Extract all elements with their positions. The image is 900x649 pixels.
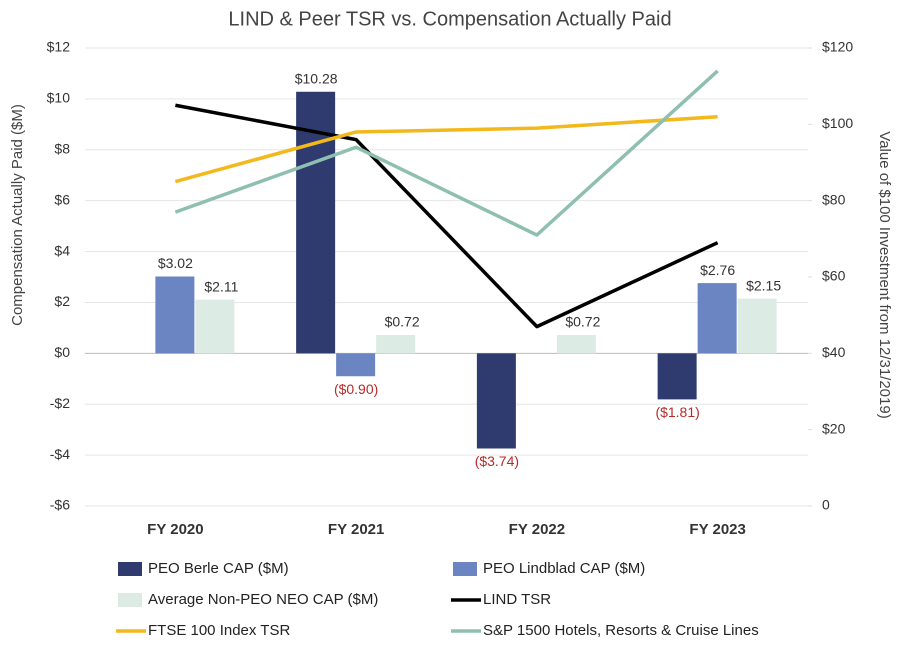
legend-swatch: [453, 562, 477, 576]
y-tick-label: -$6: [50, 497, 70, 513]
y-tick-label: $0: [54, 344, 70, 360]
legend-label: PEO Berle CAP ($M): [148, 560, 289, 577]
y2-tick-label: $80: [822, 191, 846, 207]
bar: [155, 276, 195, 354]
data-label: $2.15: [746, 277, 781, 293]
x-tick-label: FY 2021: [328, 521, 384, 538]
y-tick-label: $4: [54, 242, 70, 258]
data-label: $2.76: [700, 262, 735, 278]
x-tick-label: FY 2022: [509, 521, 565, 538]
legend-label: S&P 1500 Hotels, Resorts & Cruise Lines: [483, 622, 759, 639]
bar: [476, 353, 516, 449]
data-label: ($1.81): [655, 404, 699, 420]
bar: [195, 299, 235, 354]
y-axis-title: Compensation Actually Paid ($M): [9, 104, 26, 326]
y2-axis-title: Value of $100 Investment from 12/31/2019…: [876, 131, 893, 418]
y-tick-label: -$2: [50, 395, 70, 411]
y-tick-label: $6: [54, 191, 70, 207]
x-tick-label: FY 2023: [689, 521, 745, 538]
bar: [336, 353, 376, 377]
x-tick-label: FY 2020: [147, 521, 203, 538]
y-tick-label: $8: [54, 140, 70, 156]
data-label: $10.28: [295, 70, 338, 86]
line-series: [174, 114, 718, 184]
data-label: $0.72: [385, 314, 420, 330]
y-tick-label: -$4: [50, 446, 70, 462]
data-label: $2.11: [204, 278, 238, 294]
data-label: $3.02: [158, 255, 193, 271]
data-label: ($3.74): [475, 453, 519, 469]
y2-tick-label: $40: [822, 344, 846, 360]
y-tick-label: $12: [47, 39, 71, 55]
data-label: $0.72: [565, 314, 600, 330]
y-tick-label: $10: [47, 90, 71, 106]
legend-swatch: [118, 562, 142, 576]
legend-label: PEO Lindblad CAP ($M): [483, 560, 645, 577]
bar: [376, 335, 416, 354]
line-series: [174, 69, 719, 237]
legend-label: Average Non-PEO NEO CAP ($M): [148, 591, 378, 608]
data-label: ($0.90): [334, 381, 378, 397]
legend-swatch: [118, 593, 142, 607]
y2-tick-label: 0: [822, 497, 830, 513]
legend-label: FTSE 100 Index TSR: [148, 622, 290, 639]
y-tick-label: $2: [54, 293, 70, 309]
bar: [737, 298, 777, 354]
legend-label: LIND TSR: [483, 591, 551, 608]
line-series: [175, 103, 719, 329]
bar: [556, 335, 596, 354]
y2-tick-label: $120: [822, 39, 853, 55]
chart-title: LIND & Peer TSR vs. Compensation Actuall…: [228, 8, 671, 30]
y2-tick-label: $100: [822, 115, 853, 131]
y2-tick-label: $60: [822, 268, 846, 284]
y2-tick-label: $20: [822, 420, 846, 436]
bar: [697, 283, 737, 354]
bar: [657, 353, 697, 400]
